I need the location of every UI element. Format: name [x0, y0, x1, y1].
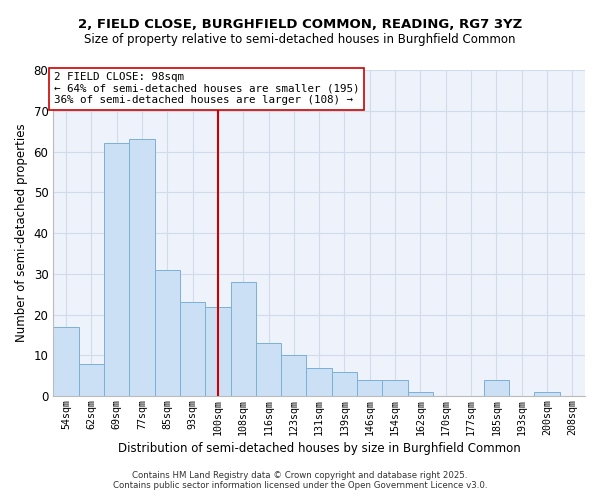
Bar — [205, 306, 230, 396]
Bar — [230, 282, 256, 397]
Text: 2 FIELD CLOSE: 98sqm
← 64% of semi-detached houses are smaller (195)
36% of semi: 2 FIELD CLOSE: 98sqm ← 64% of semi-detac… — [54, 72, 359, 105]
Bar — [155, 270, 180, 396]
Bar — [79, 364, 104, 396]
X-axis label: Distribution of semi-detached houses by size in Burghfield Common: Distribution of semi-detached houses by … — [118, 442, 521, 455]
Text: Size of property relative to semi-detached houses in Burghfield Common: Size of property relative to semi-detach… — [84, 32, 516, 46]
Bar — [332, 372, 357, 396]
Text: 2, FIELD CLOSE, BURGHFIELD COMMON, READING, RG7 3YZ: 2, FIELD CLOSE, BURGHFIELD COMMON, READI… — [78, 18, 522, 30]
Bar — [53, 327, 79, 396]
Bar — [129, 140, 155, 396]
Bar — [256, 344, 281, 396]
Y-axis label: Number of semi-detached properties: Number of semi-detached properties — [15, 124, 28, 342]
Bar — [408, 392, 433, 396]
Bar — [104, 144, 129, 396]
Bar — [307, 368, 332, 396]
Text: Contains HM Land Registry data © Crown copyright and database right 2025.
Contai: Contains HM Land Registry data © Crown c… — [113, 470, 487, 490]
Bar — [382, 380, 408, 396]
Bar — [180, 302, 205, 396]
Bar — [535, 392, 560, 396]
Bar — [281, 356, 307, 397]
Bar — [357, 380, 382, 396]
Bar — [484, 380, 509, 396]
